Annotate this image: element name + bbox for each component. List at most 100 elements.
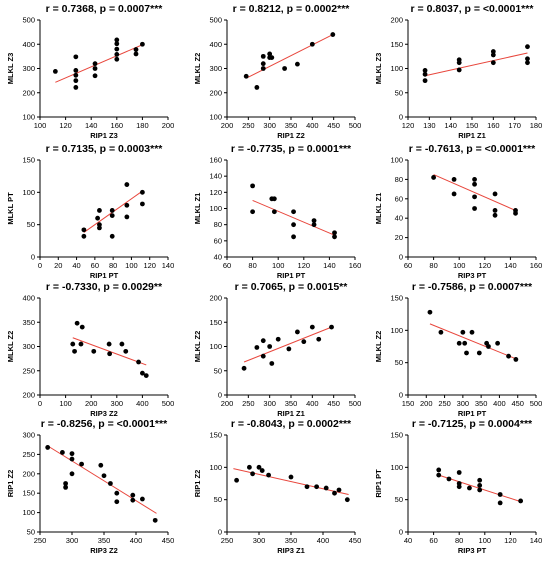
data-point — [282, 66, 287, 71]
x-tick-label: 250 — [242, 121, 255, 130]
y-tick-label: 40 — [395, 214, 403, 223]
data-point — [52, 69, 58, 74]
x-tick-label: 400 — [130, 536, 143, 545]
data-point — [497, 500, 503, 506]
data-point — [267, 344, 273, 349]
data-point — [269, 361, 275, 366]
data-point — [451, 191, 457, 197]
x-tick-label: 400 — [306, 121, 319, 130]
x-tick-label: 60 — [91, 261, 99, 270]
x-tick-label: 350 — [285, 536, 298, 545]
y-tick-label: 150 — [22, 156, 35, 165]
y-tick-label: 100 — [209, 113, 222, 122]
data-point — [271, 196, 277, 202]
regression-line — [243, 326, 332, 363]
x-tick-label: 400 — [317, 536, 330, 545]
x-axis-label: RIP3 Z2 — [90, 546, 118, 555]
data-point — [344, 497, 350, 503]
data-point — [260, 353, 266, 359]
x-axis-label: RIP3 Z1 — [277, 546, 305, 555]
data-point — [309, 41, 315, 47]
data-point — [92, 66, 98, 71]
y-tick-label: 0 — [218, 391, 222, 400]
x-axis-label: RIP1 Z3 — [90, 131, 118, 140]
data-point — [250, 183, 256, 189]
data-point — [477, 483, 483, 488]
x-tick-label: 160 — [111, 121, 124, 130]
x-tick-label: 80 — [109, 261, 117, 270]
data-point — [79, 461, 84, 467]
chart-title: r = -0.7125, p = 0.0004*** — [412, 418, 533, 430]
data-point — [472, 177, 477, 182]
data-point — [119, 341, 125, 347]
x-axis-label: RIP1 PT — [90, 271, 119, 280]
data-point — [260, 61, 266, 67]
y-tick-label: 200 — [209, 88, 222, 97]
data-point — [140, 370, 145, 376]
x-tick-label: 500 — [162, 399, 175, 408]
y-tick-label: 300 — [209, 64, 222, 73]
chart-panel: r = 0.8037, p = <0.0001*** 120 130 140 150 16… — [374, 3, 542, 140]
x-tick-label: 120 — [479, 261, 492, 270]
data-point — [477, 477, 483, 483]
x-tick-label: 180 — [136, 121, 149, 130]
y-tick-label: 500 — [209, 16, 222, 25]
data-point — [107, 351, 113, 357]
data-point — [456, 470, 462, 475]
y-tick-label: 200 — [22, 88, 35, 97]
chart-panel: r = -0.7125, p = 0.0004*** 40 60 80 100 120 14… — [374, 418, 542, 555]
data-point — [330, 32, 336, 37]
chart-title: r = 0.8037, p = <0.0001*** — [411, 3, 535, 15]
data-point — [464, 350, 469, 356]
y-tick-label: 400 — [22, 40, 35, 49]
data-point — [309, 324, 315, 330]
y-tick-label: 20 — [395, 233, 403, 242]
x-tick-label: 60 — [223, 261, 231, 270]
data-point — [254, 85, 260, 90]
x-tick-label: 140 — [504, 261, 517, 270]
x-axis-label: RIP1 Z1 — [277, 409, 305, 418]
chart-title: r = 0.7065, p = 0.0015** — [235, 281, 349, 293]
x-tick-label: 120 — [504, 536, 517, 545]
regression-line — [47, 445, 157, 514]
y-axis-label: MLKL Z2 — [193, 53, 202, 85]
data-point — [477, 487, 483, 493]
data-point — [114, 46, 120, 52]
data-point — [301, 339, 307, 345]
data-point — [495, 340, 500, 346]
data-point — [98, 462, 104, 468]
y-tick-label: 50 — [395, 88, 403, 97]
x-tick-label: 200 — [420, 399, 433, 408]
data-point — [109, 208, 115, 213]
data-point — [438, 329, 444, 335]
y-tick-label: 160 — [209, 156, 222, 165]
data-point — [69, 456, 75, 462]
chart-panel: r = -0.7613, p = <0.0001*** 60 80 100 120 140… — [374, 143, 542, 280]
data-point — [332, 490, 337, 496]
chart-panel: r = -0.7330, p = 0.0029** 0 100 200 300 400 50… — [6, 281, 174, 418]
x-tick-label: 150 — [466, 121, 479, 130]
data-point — [476, 350, 482, 356]
x-tick-label: 350 — [475, 399, 488, 408]
y-tick-label: 100 — [390, 64, 403, 73]
y-tick-label: 40 — [214, 253, 222, 262]
data-point — [243, 73, 249, 79]
x-tick-label: 500 — [530, 399, 543, 408]
data-point — [295, 329, 300, 335]
chart-title: r = -0.7330, p = 0.0029** — [46, 281, 163, 293]
y-axis-label: MLKL Z2 — [6, 331, 15, 363]
y-tick-label: 0 — [399, 528, 403, 537]
data-point — [250, 209, 256, 215]
y-axis-label: RIP1 PT — [374, 469, 383, 498]
y-tick-label: 0 — [218, 528, 222, 537]
data-point — [69, 471, 75, 477]
y-tick-label: 150 — [209, 431, 222, 440]
data-point — [73, 68, 79, 73]
y-tick-label: 200 — [390, 16, 403, 25]
data-point — [427, 309, 433, 315]
chart-title: r = 0.7135, p = 0.0003*** — [46, 143, 164, 155]
x-tick-label: 0 — [38, 399, 42, 408]
x-tick-label: 300 — [263, 121, 276, 130]
y-tick-label: 0 — [399, 391, 403, 400]
y-tick-label: 100 — [209, 204, 222, 213]
